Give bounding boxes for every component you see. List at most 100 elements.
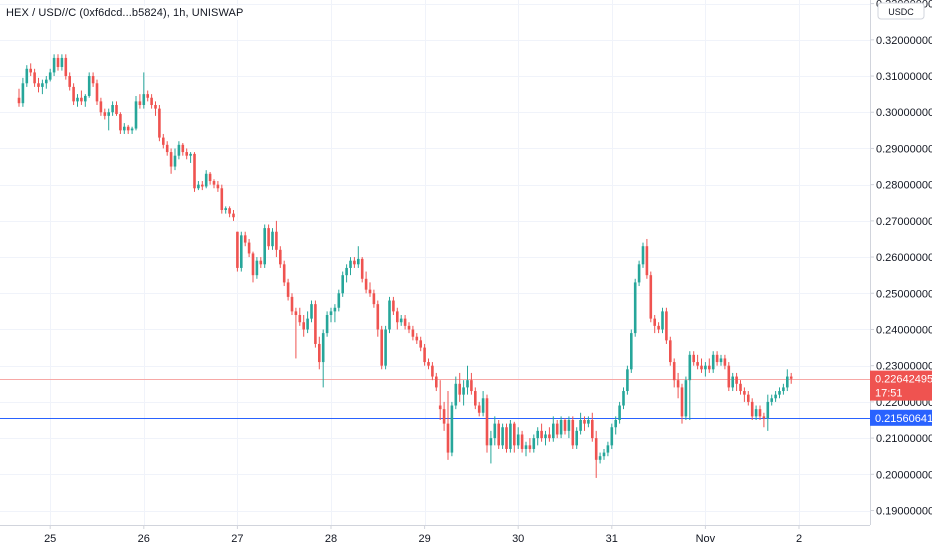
candle[interactable] <box>368 282 372 297</box>
candle[interactable] <box>45 76 48 89</box>
candle[interactable] <box>661 307 664 334</box>
candle[interactable] <box>392 296 395 315</box>
candle[interactable] <box>415 333 419 344</box>
candle[interactable] <box>64 54 68 80</box>
candle[interactable] <box>403 315 407 330</box>
candle[interactable] <box>466 365 469 395</box>
candle[interactable] <box>540 423 543 442</box>
candle[interactable] <box>750 398 754 420</box>
candle[interactable] <box>372 289 376 308</box>
candle[interactable] <box>676 372 680 399</box>
candle[interactable] <box>37 77 40 93</box>
candle[interactable] <box>341 271 344 297</box>
candle[interactable] <box>388 296 391 334</box>
candle[interactable] <box>294 307 298 359</box>
candle[interactable] <box>626 365 629 395</box>
candle[interactable] <box>197 181 200 191</box>
candle[interactable] <box>314 300 317 348</box>
candle[interactable] <box>622 387 625 410</box>
candle[interactable] <box>454 376 458 410</box>
candle[interactable] <box>126 124 130 134</box>
candle[interactable] <box>614 416 617 435</box>
candle[interactable] <box>571 416 575 449</box>
candle[interactable] <box>789 372 793 384</box>
candle[interactable] <box>68 72 71 91</box>
candle[interactable] <box>493 416 497 446</box>
candle[interactable] <box>653 315 656 334</box>
candle[interactable] <box>259 257 263 268</box>
candle[interactable] <box>162 133 165 149</box>
candle[interactable] <box>528 438 532 453</box>
candle[interactable] <box>770 394 773 406</box>
candle[interactable] <box>485 394 489 453</box>
candle[interactable] <box>302 315 305 337</box>
candle[interactable] <box>747 391 750 406</box>
candle[interactable] <box>84 94 87 107</box>
candle[interactable] <box>41 79 44 95</box>
candle[interactable] <box>107 108 110 131</box>
candle[interactable] <box>575 427 578 449</box>
candle[interactable] <box>173 148 177 171</box>
candle[interactable] <box>193 152 196 192</box>
candle[interactable] <box>548 427 551 442</box>
candle[interactable] <box>684 376 688 420</box>
candle[interactable] <box>563 418 567 435</box>
candle[interactable] <box>602 448 606 460</box>
candle[interactable] <box>450 401 454 457</box>
candle[interactable] <box>591 412 594 442</box>
candle[interactable] <box>692 351 695 366</box>
candle[interactable] <box>649 271 653 323</box>
candles[interactable] <box>17 54 793 478</box>
candle[interactable] <box>477 401 481 417</box>
candle[interactable] <box>364 271 368 294</box>
candle[interactable] <box>505 423 508 453</box>
candle[interactable] <box>735 372 738 392</box>
candle[interactable] <box>345 264 348 283</box>
candle[interactable] <box>715 351 719 366</box>
candle[interactable] <box>407 322 411 334</box>
candle[interactable] <box>786 369 789 392</box>
candle[interactable] <box>247 238 251 258</box>
candle[interactable] <box>279 246 282 268</box>
candle[interactable] <box>181 143 185 156</box>
candle[interactable] <box>782 383 785 395</box>
candle[interactable] <box>228 206 231 218</box>
candle[interactable] <box>458 372 461 402</box>
candle[interactable] <box>267 224 270 250</box>
candle[interactable] <box>766 394 770 431</box>
candle[interactable] <box>516 427 520 449</box>
candle[interactable] <box>201 181 204 191</box>
candle[interactable] <box>240 231 243 272</box>
candle[interactable] <box>610 423 614 449</box>
candle[interactable] <box>329 307 333 323</box>
candle[interactable] <box>119 112 122 134</box>
candle[interactable] <box>672 358 676 388</box>
candle[interactable] <box>727 362 731 392</box>
candle[interactable] <box>598 452 602 464</box>
candle[interactable] <box>583 416 586 431</box>
candle[interactable] <box>665 307 668 344</box>
candle[interactable] <box>111 101 114 116</box>
candle[interactable] <box>700 358 703 373</box>
candle[interactable] <box>357 246 360 268</box>
candle[interactable] <box>224 206 227 214</box>
candle[interactable] <box>704 362 707 377</box>
candle[interactable] <box>711 351 715 373</box>
candle[interactable] <box>544 430 547 446</box>
candle[interactable] <box>645 238 649 279</box>
candle[interactable] <box>594 430 598 478</box>
candle[interactable] <box>637 260 641 287</box>
candle[interactable] <box>427 358 430 370</box>
candle[interactable] <box>76 94 79 107</box>
candle[interactable] <box>708 358 711 373</box>
candle[interactable] <box>286 278 290 301</box>
candle[interactable] <box>758 405 762 420</box>
candle[interactable] <box>142 72 146 109</box>
candle[interactable] <box>282 260 286 287</box>
candle[interactable] <box>532 434 536 453</box>
candle[interactable] <box>778 387 781 399</box>
candle[interactable] <box>731 372 734 392</box>
candle[interactable] <box>688 351 692 420</box>
